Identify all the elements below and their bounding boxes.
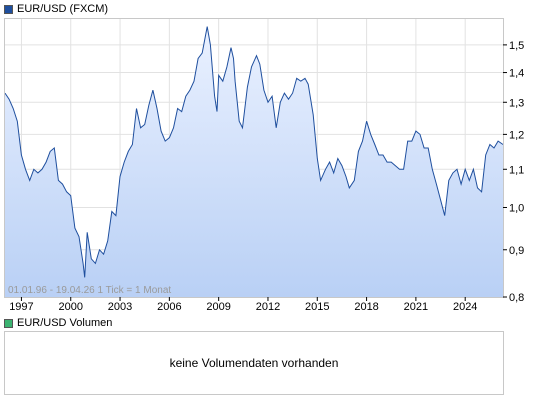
price-line (4, 26, 504, 278)
y-tick-label: 1,4 (509, 68, 524, 80)
x-tick-label: 2024 (453, 301, 477, 313)
y-tick-label: 0,9 (509, 245, 524, 257)
price-legend-swatch (4, 4, 13, 14)
volume-legend: EUR/USD Volumen (4, 316, 112, 330)
volume-panel: keine Volumendaten vorhanden (4, 331, 504, 395)
x-tick-label: 2015 (305, 301, 329, 313)
y-tick-label: 1,1 (509, 164, 524, 176)
price-legend-label: EUR/USD (FXCM) (17, 3, 109, 15)
x-axis: 1997 2000 2003 2006 2009 2012 2015 2018 2021 2024 (9, 297, 477, 313)
y-tick-label: 1,3 (509, 97, 524, 109)
volume-message: keine Volumendaten vorhanden (169, 356, 339, 370)
x-tick-label: 2012 (256, 301, 280, 313)
y-tick-label: 1,2 (509, 129, 524, 141)
volume-legend-swatch (4, 318, 13, 328)
x-tick-label: 2009 (206, 301, 230, 313)
range-note: 01.01.96 - 19.04.26 1 Tick = 1 Monat (8, 285, 171, 296)
y-tick-label: 1,0 (509, 203, 524, 215)
volume-legend-label: EUR/USD Volumen (17, 317, 113, 329)
y-axis: 0,8 0,9 1,0 1,1 1,2 1,3 1,4 1,5 (503, 40, 524, 304)
y-tick-label: 1,5 (509, 40, 524, 52)
x-tick-label: 2000 (59, 301, 83, 313)
x-tick-label: 2021 (404, 301, 428, 313)
price-area (5, 26, 503, 297)
plot-frame (4, 18, 504, 298)
price-chart: 0,8 0,9 1,0 1,1 1,2 1,3 1,4 1,5 1997 2000 2003 200… (4, 18, 524, 313)
x-tick-label: 2006 (157, 301, 181, 313)
x-tick-label: 2003 (108, 301, 132, 313)
x-tick-label: 1997 (9, 301, 33, 313)
y-tick-label: 0,8 (509, 292, 524, 304)
price-legend: EUR/USD (FXCM) (4, 2, 108, 16)
x-tick-label: 2018 (354, 301, 378, 313)
